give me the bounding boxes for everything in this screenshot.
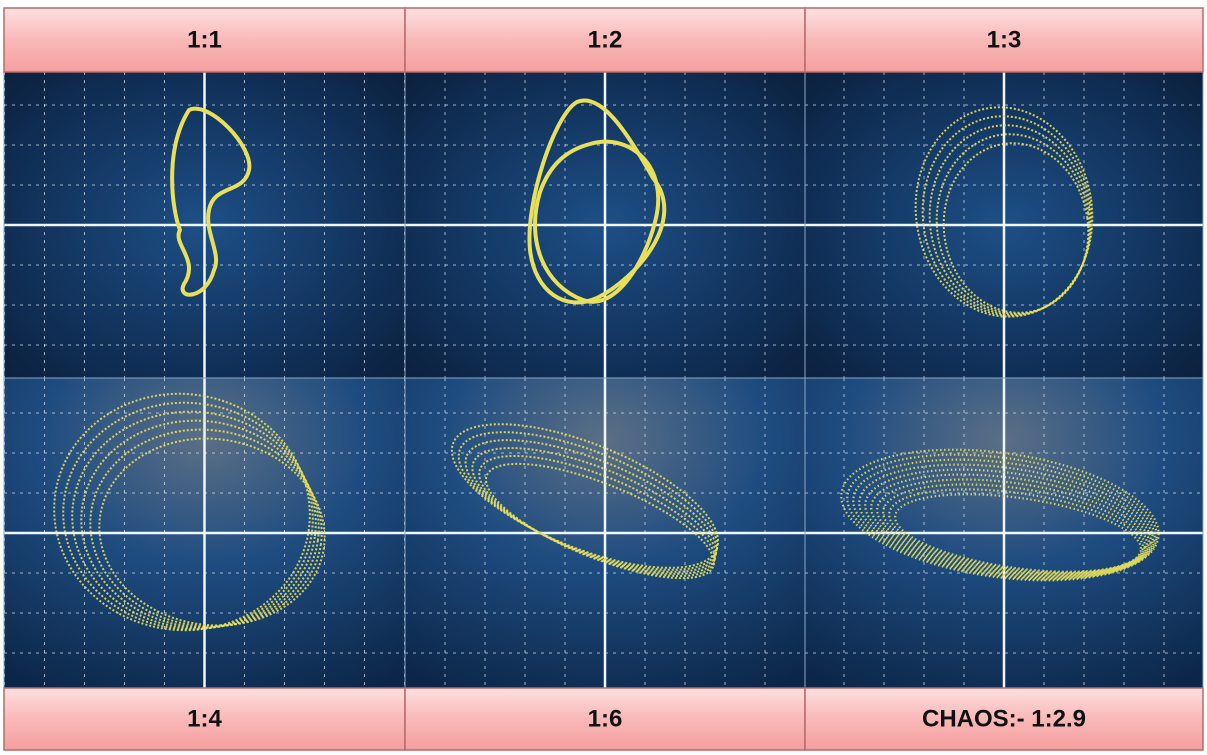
oscilloscope-figure: 1:1 1:2 1:3 1:4 1:6 CHAOS:- 1:2.9 <box>0 0 1207 755</box>
panel-label: CHAOS:- 1:2.9 <box>922 705 1086 732</box>
scope-screen <box>805 378 1203 688</box>
panel-label: 1:4 <box>187 705 222 732</box>
panel-label: 1:2 <box>588 26 623 53</box>
scope-screen <box>405 72 805 378</box>
scope-screen <box>4 72 405 378</box>
figure: 1:1 1:2 1:3 1:4 1:6 CHAOS:- 1:2.9 <box>0 0 1207 755</box>
scope-screen <box>805 72 1203 378</box>
scope-screen <box>4 377 405 688</box>
scope-screen <box>405 378 805 688</box>
panel-label: 1:6 <box>588 705 623 732</box>
panel-label: 1:3 <box>987 26 1022 53</box>
panel-label: 1:1 <box>187 26 222 53</box>
